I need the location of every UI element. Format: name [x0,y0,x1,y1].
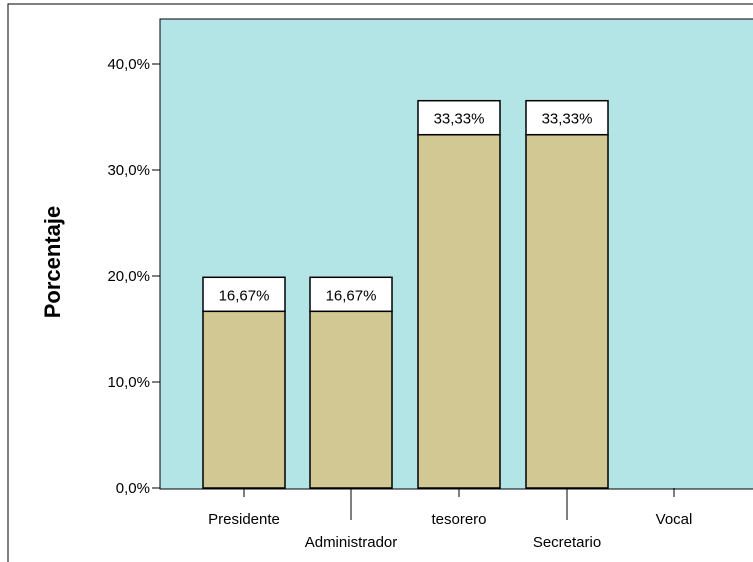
data-label: 33,33% [542,111,593,128]
x-tick-label: tesorero [431,511,486,528]
y-tick-label: 10,0% [107,374,150,391]
bars-group: 16,67% 16,67% 33,33% 33,33% [202,99,609,489]
data-label: 33,33% [434,111,485,128]
x-tick-label: Secretario [533,534,601,551]
x-axis: Presidente Administrador tesorero Secretari… [208,488,692,551]
data-label-box [525,99,609,136]
data-label-box [202,276,286,313]
y-axis-label: Porcentaje [40,206,65,319]
bar [525,133,609,489]
y-tick-label: 40,0% [107,56,150,73]
bar [309,310,393,489]
bar [417,133,501,489]
y-tick-label: 20,0% [107,268,150,285]
x-tick-label: Administrador [305,534,398,551]
y-tick-label: 30,0% [107,162,150,179]
x-tick-label: Presidente [208,511,280,528]
data-label: 16,67% [219,287,270,304]
bar [202,310,286,489]
data-label-box [309,276,393,313]
data-label: 16,67% [326,287,377,304]
y-tick-label: 0,0% [116,480,150,497]
data-label-box [417,99,501,136]
y-axis: 0,0% 10,0% 20,0% 30,0% 40,0% [107,56,160,497]
x-tick-label: Vocal [656,511,693,528]
